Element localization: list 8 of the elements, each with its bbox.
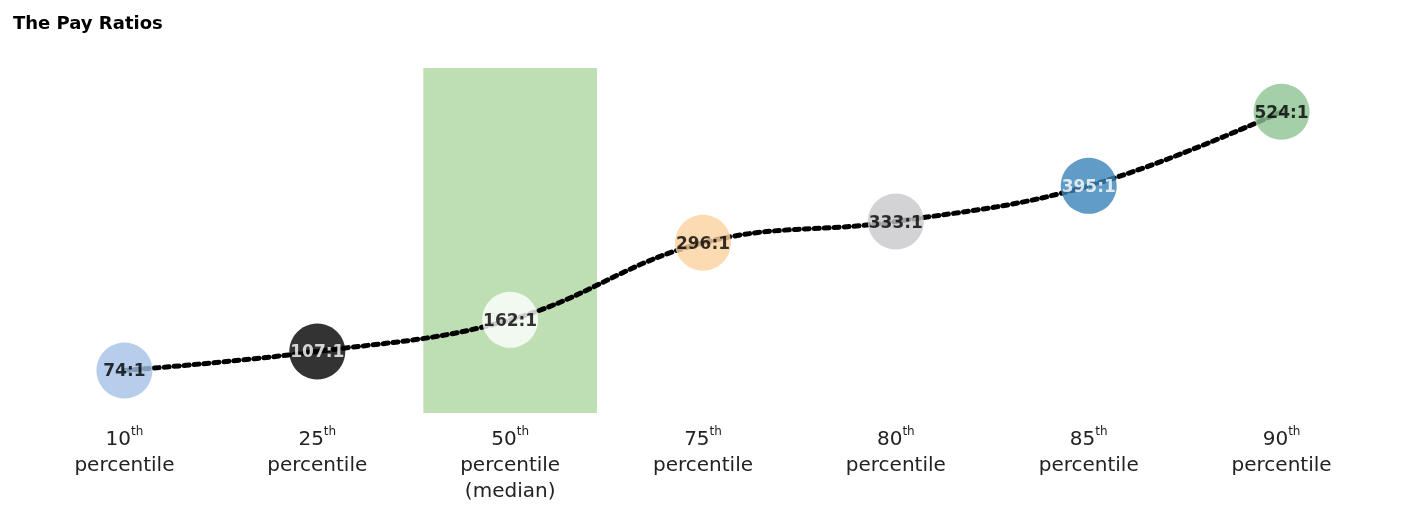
data-label: 524:1 [1254, 101, 1309, 122]
data-label: 107:1 [290, 341, 345, 362]
data-label: 296:1 [675, 232, 731, 253]
data-label: 162:1 [483, 309, 538, 330]
chart-title: The Pay Ratios [13, 11, 163, 33]
data-label: 74:1 [103, 360, 146, 381]
data-label: 395:1 [1061, 175, 1116, 196]
data-label: 333:1 [868, 211, 923, 232]
